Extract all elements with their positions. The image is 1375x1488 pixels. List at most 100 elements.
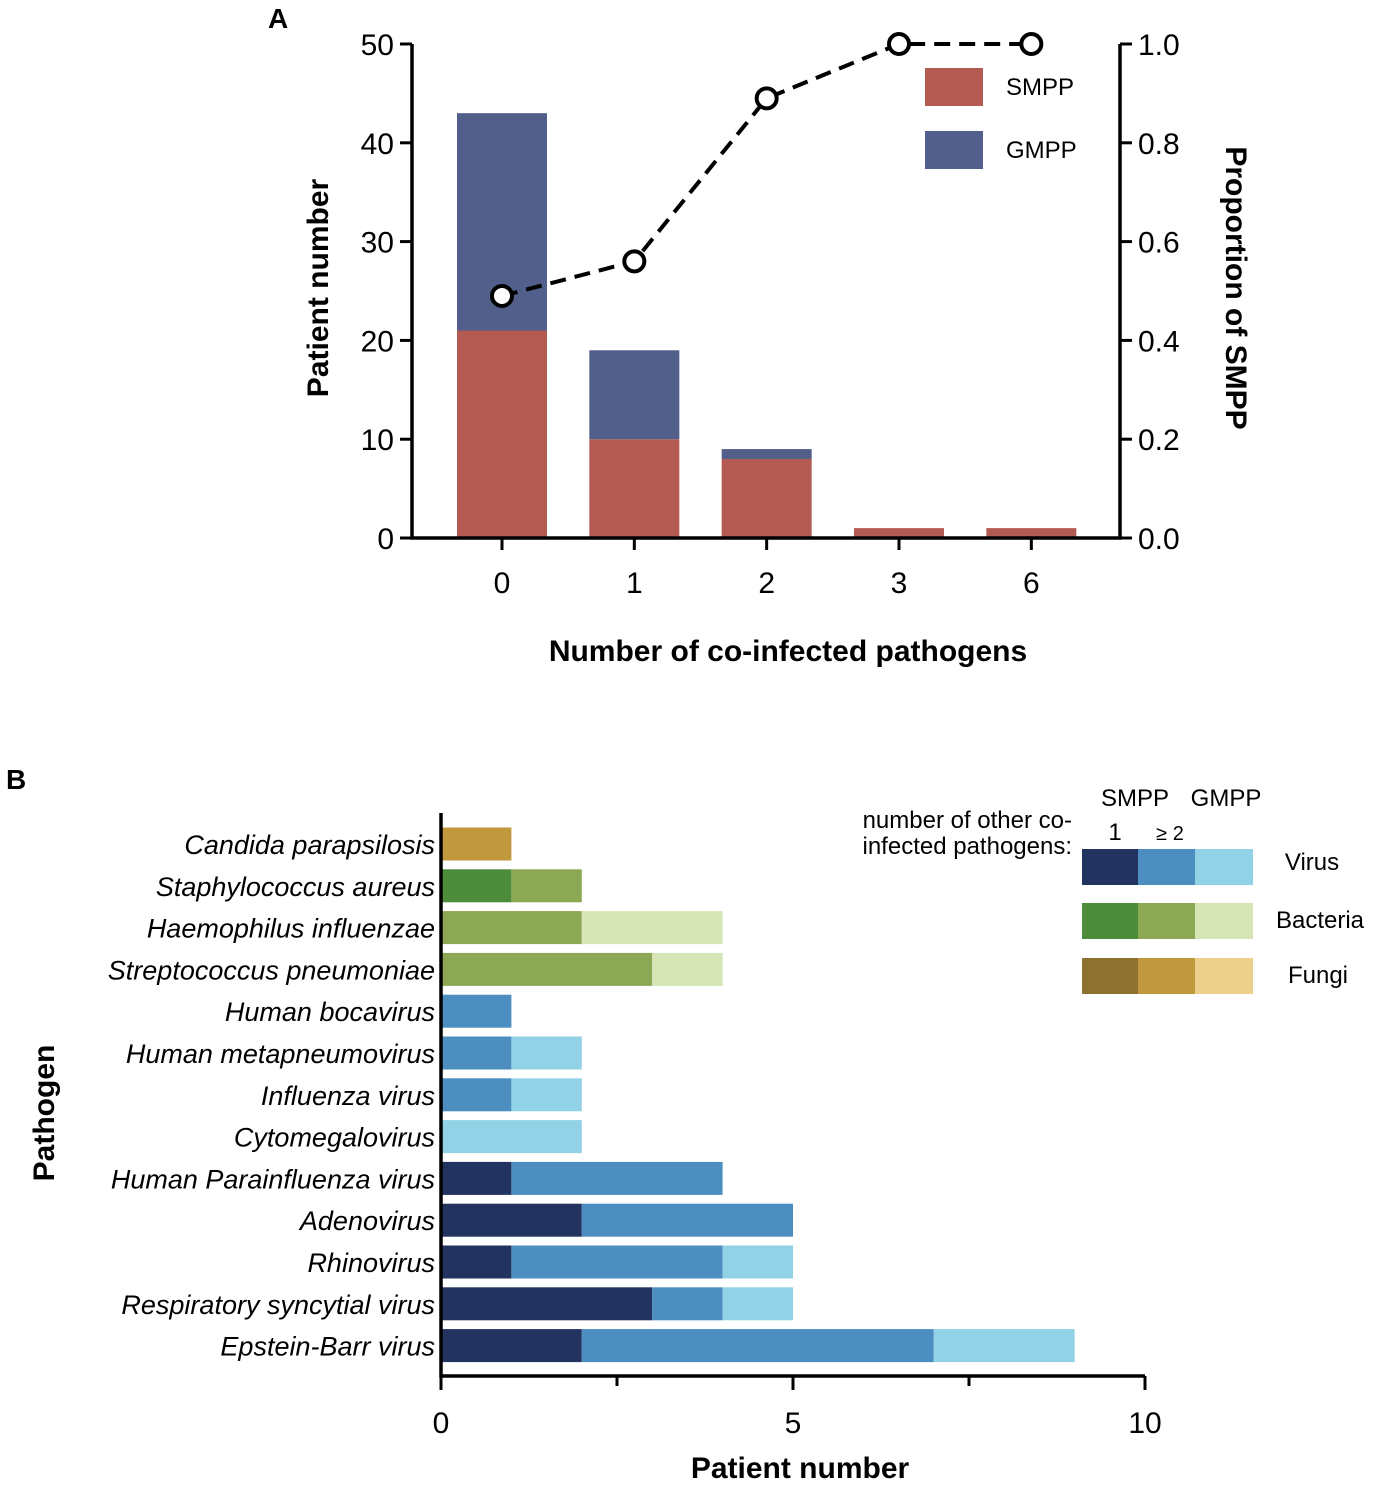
bar-gmpp-2 (721, 449, 812, 459)
legend-b-col1: 1 (1108, 819, 1121, 846)
chart-a-proportion-line (489, 32, 1044, 308)
legend-b-swatches (1082, 849, 1253, 994)
bar-smpp-3 (853, 528, 944, 538)
y-tick-label: 20 (361, 325, 394, 358)
legend-b-header-gmpp: GMPP (1191, 785, 1262, 812)
x-tick-label: 3 (891, 567, 908, 600)
bar-streptococcus-pneumoniae-s3 (652, 952, 723, 986)
y2-tick-label: 0.2 (1138, 424, 1180, 457)
bar-respiratory-syncytial-virus-s3 (722, 1287, 793, 1321)
chart-a-xlabel: Number of co-infected pathogens (549, 635, 1027, 668)
y-tick-label: 0 (377, 523, 394, 556)
chart-a-axes (410, 44, 1122, 540)
category-label: Influenza virus (261, 1081, 435, 1111)
bar-candida-parapsilosis-s2 (441, 827, 512, 861)
category-label: Human metapneumovirus (126, 1039, 435, 1069)
legend-a-swatch-smpp (925, 68, 983, 106)
legend-b-swatch-bacteria-3 (1195, 903, 1253, 939)
bar-haemophilus-influenzae-s3 (581, 911, 723, 945)
bar-streptococcus-pneumoniae-s2 (441, 952, 653, 986)
legend-b-row-virus: Virus (1285, 849, 1339, 876)
chart-b-ticks: 0 5 10 (433, 1376, 1162, 1440)
legend-b-swatch-fungi-2 (1138, 958, 1195, 994)
bar-rhinovirus-s2 (511, 1245, 723, 1279)
legend-b-caption-line2: infected pathogens: (863, 833, 1073, 860)
proportion-point-6 (1019, 32, 1044, 56)
category-label: Streptococcus pneumoniae (108, 955, 435, 985)
legend-b-swatch-bacteria-1 (1082, 903, 1138, 939)
y2-tick-label: 1.0 (1138, 29, 1180, 62)
x-tick-label: 2 (758, 567, 775, 600)
bar-smpp-1 (589, 439, 680, 538)
bar-smpp-6 (986, 528, 1077, 538)
legend-b-swatch-bacteria-2 (1138, 903, 1195, 939)
legend-b-col2: ≥ 2 (1156, 823, 1184, 845)
legend-a-label-gmpp: GMPP (1006, 137, 1077, 164)
bar-human-parainfluenza-virus-s1 (441, 1161, 512, 1195)
proportion-point-2 (754, 86, 779, 111)
y2-tick-label: 0.4 (1138, 325, 1180, 358)
chart-b-xlabel: Patient number (691, 1452, 910, 1485)
legend-b-swatch-fungi-1 (1082, 958, 1138, 994)
proportion-line-path (501, 42, 1032, 298)
category-label: Haemophilus influenzae (147, 914, 435, 944)
y-tick-label: 30 (361, 227, 394, 260)
bar-epstein-barr-virus-s1 (441, 1329, 582, 1363)
y-tick-label: 50 (361, 29, 394, 62)
chart-a-y2label: Proportion of SMPP (1219, 146, 1252, 429)
bar-human-bocavirus-s2 (441, 994, 512, 1028)
proportion-point-3 (886, 32, 911, 56)
y-tick-label: 10 (361, 424, 394, 457)
proportion-point-1 (622, 249, 647, 274)
bar-staphylococcus-aureus-s2 (511, 869, 582, 903)
chart-b-bars (441, 827, 1075, 1363)
category-label: Staphylococcus aureus (156, 872, 435, 902)
bar-rhinovirus-s3 (722, 1245, 793, 1279)
chart-a-ylabel: Patient number (302, 178, 335, 397)
chart-a-bars (456, 113, 1077, 538)
x-tick-label: 5 (785, 1407, 802, 1440)
bar-smpp-0 (456, 330, 547, 538)
bar-epstein-barr-virus-s2 (581, 1329, 934, 1363)
chart-b-axes (439, 813, 1145, 1378)
category-label: Human bocavirus (225, 997, 435, 1027)
legend-b-header-smpp: SMPP (1101, 785, 1169, 812)
category-label: Rhinovirus (307, 1248, 435, 1278)
bar-human-metapneumovirus-s3 (511, 1036, 582, 1070)
bar-cytomegalovirus-s3 (441, 1120, 582, 1154)
chart-b-ylabel: Pathogen (28, 1045, 61, 1182)
category-label: Respiratory syncytial virus (121, 1290, 435, 1320)
y2-tick-label: 0.8 (1138, 128, 1180, 161)
chart-b: Candida parapsilosis Staphylococcus aureu… (28, 785, 1365, 1485)
bar-human-metapneumovirus-s2 (441, 1036, 512, 1070)
bar-influenza-virus-s2 (441, 1078, 512, 1112)
bar-human-parainfluenza-virus-s2 (511, 1161, 723, 1195)
panel-a-label: A (268, 3, 288, 34)
category-label: Human Parainfluenza virus (111, 1164, 435, 1194)
category-label: Adenovirus (298, 1206, 435, 1236)
bar-smpp-2 (721, 458, 812, 538)
chart-a-ticks: 0 10 20 30 40 50 0.0 0.2 0.4 0.6 0.8 1.0 0 1 2 3 6 (361, 29, 1180, 600)
x-tick-label: 10 (1128, 1407, 1161, 1440)
bar-respiratory-syncytial-virus-s2 (652, 1287, 723, 1321)
legend-a-label-smpp: SMPP (1006, 74, 1074, 101)
legend-b-swatch-fungi-3 (1195, 958, 1253, 994)
category-label: Cytomegalovirus (234, 1123, 435, 1153)
bar-haemophilus-influenzae-s2 (441, 911, 582, 945)
category-label: Epstein-Barr virus (220, 1332, 435, 1362)
proportion-point-0 (489, 283, 514, 308)
bar-staphylococcus-aureus-s1 (441, 869, 512, 903)
category-label: Candida parapsilosis (184, 830, 435, 860)
legend-a-swatch-gmpp (925, 131, 983, 169)
bar-respiratory-syncytial-virus-s1 (441, 1287, 653, 1321)
chart-b-category-labels: Candida parapsilosis Staphylococcus aureu… (108, 830, 435, 1362)
bar-gmpp-1 (589, 350, 680, 440)
y2-tick-label: 0.0 (1138, 523, 1180, 556)
legend-b-caption-line1: number of other co- (863, 807, 1072, 834)
x-tick-label: 1 (626, 567, 643, 600)
panel-b-label: B (6, 764, 26, 795)
legend-b-row-fungi: Fungi (1288, 962, 1348, 989)
bar-influenza-virus-s3 (511, 1078, 582, 1112)
y2-tick-label: 0.6 (1138, 227, 1180, 260)
